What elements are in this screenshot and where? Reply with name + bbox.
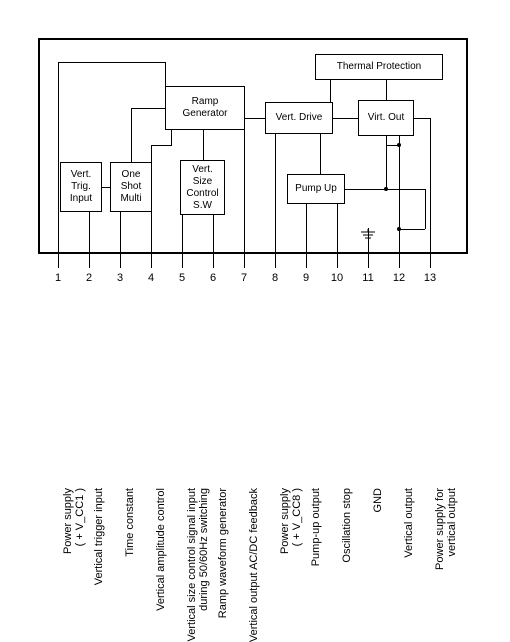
- wire: [306, 204, 307, 268]
- pin-number: 7: [234, 272, 254, 284]
- wire: [399, 136, 400, 268]
- wire: [244, 108, 245, 254]
- pin-number: 12: [389, 272, 409, 284]
- block-label: Vert.SizeControlS.W: [186, 164, 218, 212]
- block-label: Virt. Out: [368, 112, 405, 124]
- pin-number: 2: [79, 272, 99, 284]
- block-vert-size-sw: Vert.SizeControlS.W: [180, 160, 225, 215]
- wire: [337, 204, 338, 268]
- wire: [182, 215, 183, 268]
- wire: [386, 80, 387, 100]
- pin-number: 13: [420, 272, 440, 284]
- pin-number: 1: [48, 272, 68, 284]
- pin-number: 4: [141, 272, 161, 284]
- block-label: OneShotMulti: [120, 169, 141, 205]
- wire: [330, 80, 331, 102]
- pin-number: 9: [296, 272, 316, 284]
- block-ramp-generator: RampGenerator: [165, 86, 245, 130]
- block-vert-trig-input: Vert.Trig.Input: [60, 162, 102, 212]
- block-pump-up: Pump Up: [287, 174, 345, 204]
- wire: [386, 189, 425, 190]
- wire: [165, 62, 166, 86]
- wire: [430, 254, 431, 268]
- pin-number: 8: [265, 272, 285, 284]
- wire-junction: [397, 143, 401, 147]
- wire: [120, 212, 121, 268]
- wire: [58, 62, 59, 254]
- wire: [345, 189, 386, 190]
- wire: [151, 145, 171, 146]
- wire: [244, 254, 245, 268]
- wire: [151, 145, 152, 254]
- wire: [89, 212, 90, 268]
- wire: [58, 62, 165, 63]
- pin-number: 10: [327, 272, 347, 284]
- gnd-icon: [360, 228, 376, 246]
- wire: [131, 108, 165, 109]
- wire: [203, 130, 204, 160]
- wire: [151, 254, 152, 268]
- wire: [102, 187, 110, 188]
- wire: [275, 134, 276, 268]
- block-label: Vert. Drive: [276, 112, 323, 124]
- wire: [58, 254, 59, 268]
- pin-number: 6: [203, 272, 223, 284]
- block-vert-drive: Vert. Drive: [265, 102, 333, 134]
- wire: [414, 118, 430, 119]
- wire: [425, 189, 426, 229]
- block-label: Thermal Protection: [337, 61, 421, 73]
- wire: [386, 136, 387, 189]
- wire: [131, 108, 132, 162]
- block-label: Vert.Trig.Input: [70, 169, 92, 205]
- wire: [213, 215, 214, 216]
- wire: [320, 134, 321, 174]
- pin-number: 3: [110, 272, 130, 284]
- pin-number: 5: [172, 272, 192, 284]
- pin-number: 11: [358, 272, 378, 284]
- block-one-shot-multi: OneShotMulti: [110, 162, 152, 212]
- wire: [244, 108, 245, 109]
- wire: [245, 118, 265, 119]
- block-thermal-protection: Thermal Protection: [315, 54, 443, 80]
- block-label: RampGenerator: [182, 96, 227, 120]
- wire: [430, 118, 431, 254]
- wire-junction: [397, 227, 401, 231]
- wire: [213, 215, 214, 268]
- block-virt-out: Virt. Out: [358, 100, 414, 136]
- wire: [399, 229, 425, 230]
- block-label: Pump Up: [295, 183, 337, 195]
- wire: [333, 118, 358, 119]
- wire: [171, 130, 172, 146]
